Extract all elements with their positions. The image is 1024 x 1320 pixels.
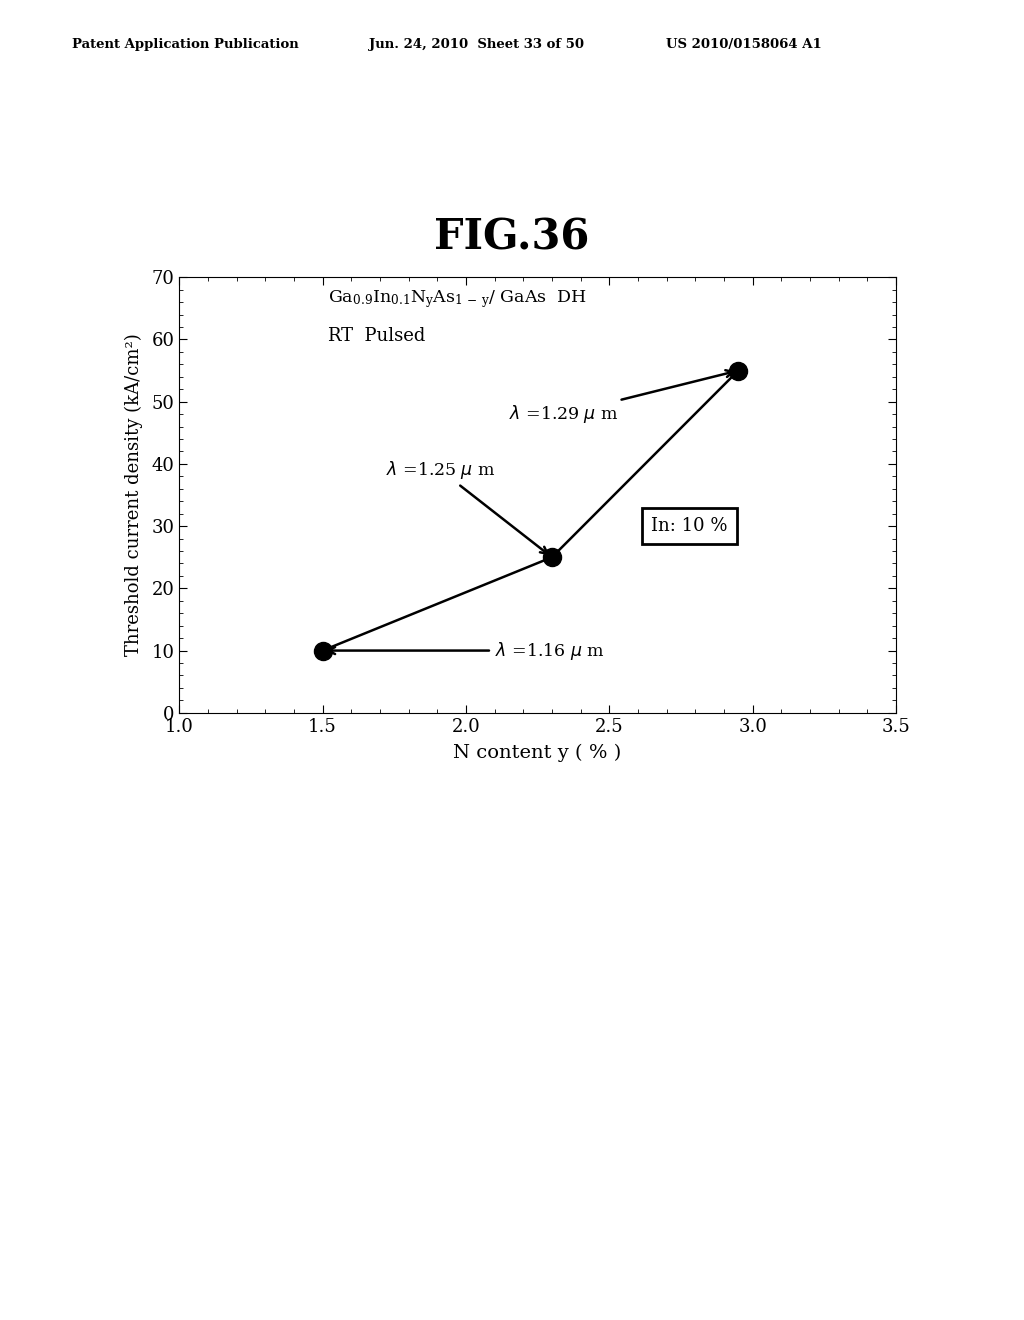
Text: In: 10 %: In: 10 % <box>651 517 728 535</box>
Text: $\lambda$ =1.16 $\mu$ m: $\lambda$ =1.16 $\mu$ m <box>328 640 604 661</box>
Text: $\mathdefault{Ga_{0.9}In_{0.1}N_yAs_{1\/-\/y}}$/ GaAs  DH: $\mathdefault{Ga_{0.9}In_{0.1}N_yAs_{1\/… <box>329 288 587 310</box>
Y-axis label: Threshold current density (kA/cm²): Threshold current density (kA/cm²) <box>125 334 143 656</box>
X-axis label: N content y ( % ): N content y ( % ) <box>454 744 622 762</box>
Text: FIG.36: FIG.36 <box>434 216 590 259</box>
Text: $\lambda$ =1.25 $\mu$ m: $\lambda$ =1.25 $\mu$ m <box>386 459 548 554</box>
Text: US 2010/0158064 A1: US 2010/0158064 A1 <box>666 37 821 50</box>
Text: Jun. 24, 2010  Sheet 33 of 50: Jun. 24, 2010 Sheet 33 of 50 <box>369 37 584 50</box>
Text: RT  Pulsed: RT Pulsed <box>329 327 426 346</box>
Text: $\lambda$ =1.29 $\mu$ m: $\lambda$ =1.29 $\mu$ m <box>509 370 733 425</box>
Text: Patent Application Publication: Patent Application Publication <box>72 37 298 50</box>
